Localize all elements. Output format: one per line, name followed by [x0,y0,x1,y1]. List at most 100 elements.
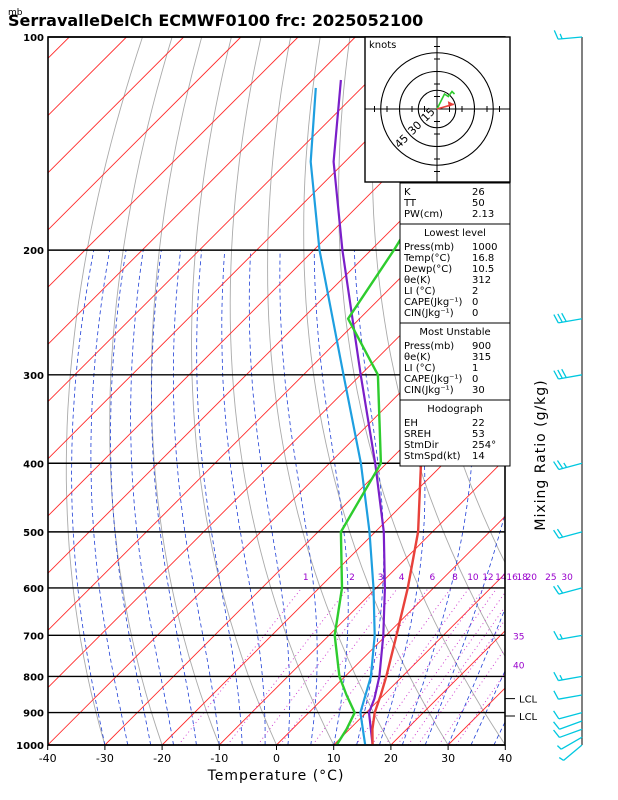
isotherm [218,458,505,745]
wind-barb-shaft [558,711,583,720]
pressure-tick-label: 100 [23,33,44,44]
wind-barb-flag [553,729,560,738]
wind-barb-shaft [559,728,583,739]
mixing-ratio-axis-label: Mixing Ratio (g/kg) [533,379,549,530]
hodograph-stats-label: StmDir [404,440,439,451]
pressure-tick-label: 800 [23,672,44,683]
wind-barb-flag [556,460,564,469]
pressure-tick-label: 1000 [16,741,44,752]
moist-adiabat [353,250,385,745]
isotherm [563,37,618,745]
mixing-ratio-label: 6 [430,573,436,583]
stability-indices-value: 2.13 [472,209,494,220]
dry-adiabat [303,37,449,745]
lowest-level-value: 312 [472,275,491,286]
lcl-label: LCL [519,695,538,706]
isotherm [48,37,356,345]
wind-barbs [553,30,583,761]
lowest-level-label: Dewp(°C) [404,264,452,275]
hodograph-stats-value: 254° [472,440,496,451]
moist-adiabat [248,250,291,745]
wind-barb-flag [553,30,559,40]
hodograph-stats-box [399,399,511,467]
wind-barb-flag [553,461,560,470]
lcl-label: LCL [519,712,538,723]
mixing-ratio-label: 1 [303,573,309,583]
most-unstable-label: LI (°C) [404,363,436,374]
x-tick-label: 20 [384,752,398,765]
wind-barb-flag [561,312,567,322]
mixing-ratio-label: 30 [561,573,573,583]
hodograph-stats-title: Hodograph [427,404,482,415]
mixing-ratio-line [385,587,498,745]
most-unstable-box [399,322,511,401]
wind-barb [553,690,583,700]
mixing-ratio-line [455,672,505,745]
virtual-temperature-line [309,87,376,745]
mixing-ratio-label: 4 [399,573,405,583]
wind-barb-half-flag [556,745,562,750]
wind-barb [553,710,583,720]
dry-adiabat [109,37,173,745]
wind-barb [553,368,583,380]
moist-adiabat [196,250,243,745]
dry-adiabat [191,37,277,745]
mixing-ratio-line [407,606,505,745]
pressure-unit: mb [8,8,23,18]
lowest-level-value: 1000 [472,242,497,253]
wind-barb-flag [557,369,563,379]
wind-barb-shaft [558,531,583,539]
lowest-level-value: 10.5 [472,264,494,275]
hodograph-stats-label: StmSpd(kt) [404,451,461,462]
mixing-ratio-line [312,587,429,745]
isotherm [333,573,505,745]
dewpoint-line [333,69,505,745]
isotherm [48,37,299,288]
wind-barb-flag [556,584,564,594]
wind-barb-flag [553,721,560,730]
hodograph-units-label: knots [369,40,396,51]
x-axis-label: Temperature (°C) [207,768,345,784]
most-unstable-title: Most Unstable [419,327,490,338]
x-tick-label: 30 [441,752,455,765]
lowest-level-label: Press(mb) [404,242,454,253]
lowest-level-value: 0 [472,308,478,319]
pressure-tick-label: 600 [23,584,44,595]
hodograph-stats-value: 14 [472,451,485,462]
most-unstable-label: θe(K) [404,352,431,363]
background-lines [48,37,618,745]
parcel-line [332,79,386,745]
wind-barb-flag [561,368,567,378]
wind-barb-shaft [559,720,583,730]
wind-barb-flag [553,585,560,595]
wind-barb [553,30,583,40]
wind-barb [553,584,583,595]
moist-adiabat [110,250,152,745]
mixing-ratio-label: 16 [506,573,518,583]
mixing-ratio-label: 25 [545,573,556,583]
wind-barb-flag [553,314,559,324]
wind-barb [553,728,583,739]
wind-barb-half-flag [559,633,563,640]
wind-barb [558,744,583,761]
wind-barb-flag [553,710,560,720]
wind-barb [556,736,583,750]
wind-barb-flag [553,671,559,681]
pressure-tick-label: 900 [23,709,44,720]
x-tick-label: -30 [96,752,114,765]
theta-e-label: 40 [513,661,525,671]
mixing-ratio-label: 14 [495,573,507,583]
x-tick-label: 0 [273,752,280,765]
hodograph-stats-label: SREH [404,429,431,440]
mixing-ratio-line [279,587,399,745]
mixing-ratio-label: 20 [526,573,538,583]
wind-barb [553,528,583,539]
isotherm [161,401,505,745]
dry-adiabat [557,37,618,745]
mixing-ratio-line [397,591,505,745]
wind-barb-flag [553,370,559,380]
wind-barb [553,460,583,471]
